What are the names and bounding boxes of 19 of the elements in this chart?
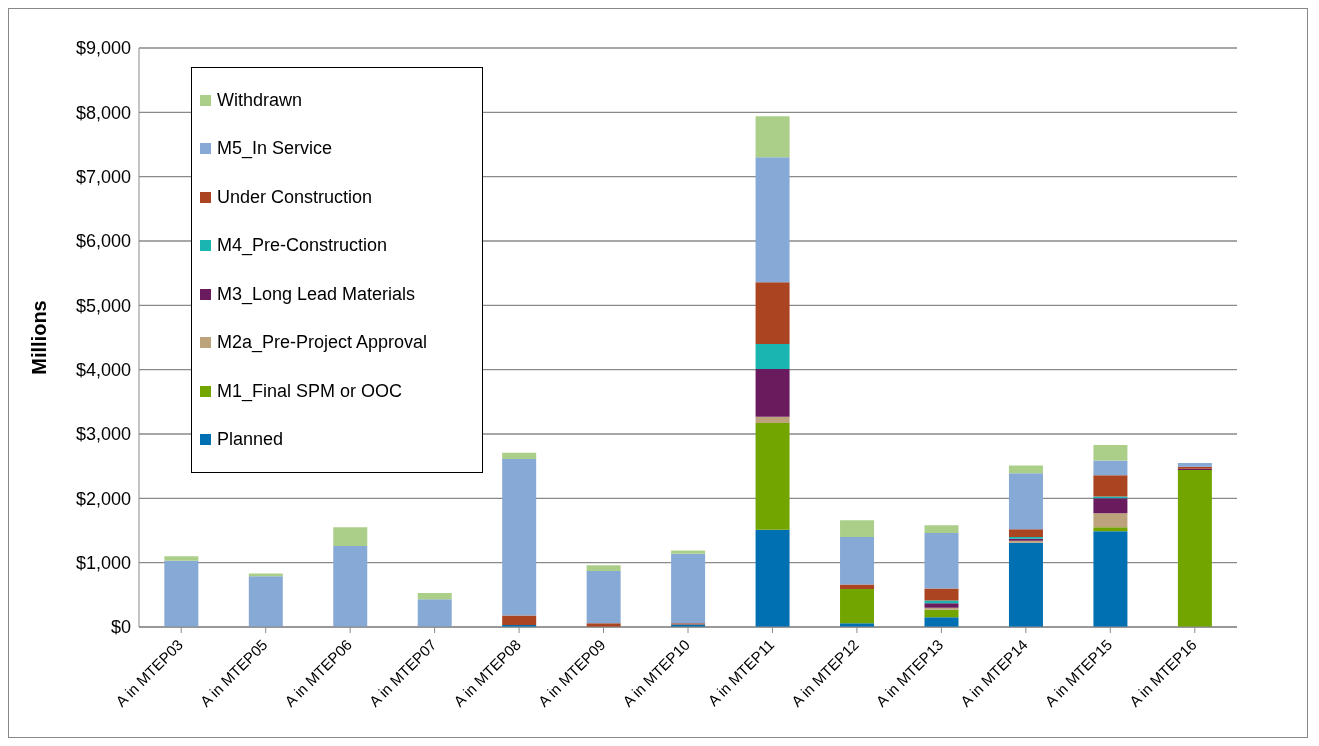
legend-label: M3_Long Lead Materials bbox=[217, 283, 416, 305]
y-tick-label: $6,000 bbox=[75, 231, 131, 252]
y-axis-title: Millions bbox=[28, 300, 51, 375]
legend-label: M5_In Service bbox=[217, 138, 333, 160]
y-tick-label: $0 bbox=[110, 617, 131, 638]
y-tick-label: $2,000 bbox=[75, 488, 131, 509]
legend-label: M2a_Pre-Project Approval bbox=[217, 332, 428, 354]
legend-label: Under Construction bbox=[217, 186, 373, 208]
legend-label: Planned bbox=[217, 429, 284, 451]
y-tick-label: $8,000 bbox=[75, 102, 131, 123]
y-tick-label: $7,000 bbox=[75, 167, 131, 188]
y-tick-label: $5,000 bbox=[75, 295, 131, 316]
legend-label: M4_Pre-Construction bbox=[217, 235, 388, 257]
y-tick-label: $9,000 bbox=[75, 38, 131, 59]
y-tick-label: $1,000 bbox=[75, 553, 131, 574]
y-tick-label: $3,000 bbox=[75, 424, 131, 445]
legend-label: Withdrawn bbox=[217, 89, 303, 111]
legend-label: M1_Final SPM or OOC bbox=[217, 380, 403, 402]
y-tick-label: $4,000 bbox=[75, 360, 131, 381]
